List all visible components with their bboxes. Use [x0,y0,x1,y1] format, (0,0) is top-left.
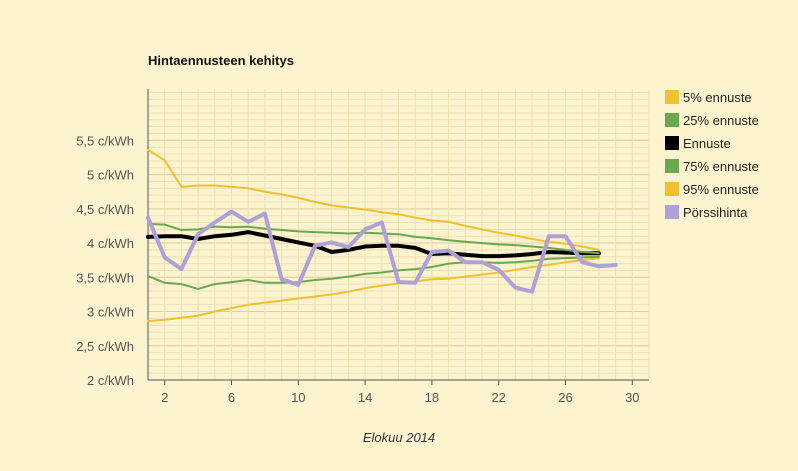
x-tick-label: 10 [291,390,305,405]
x-tick-label: 14 [358,390,372,405]
legend-label: Ennuste [683,136,731,151]
series-line-4 [147,148,600,251]
y-axis-ticks: 2 c/kWh 2,5 c/kWh 3 c/kWh 3,5 c/kWh 4 c/kWh 4… [76,133,134,388]
x-axis-ticks: 2 6 10 14 18 22 26 30 [161,380,640,405]
y-tick-label: 5,5 c/kWh [76,133,134,148]
y-tick-label: 4 c/kWh [87,236,134,251]
legend-label: 95% ennuste [683,182,759,197]
x-tick-label: 18 [425,390,439,405]
y-tick-label: 3 c/kWh [87,305,134,320]
x-tick-label: 2 [161,390,168,405]
y-tick-label: 2,5 c/kWh [76,339,134,354]
legend-label: 25% ennuste [683,113,759,128]
legend-swatch [665,113,679,127]
legend-label: 75% ennuste [683,159,759,174]
x-tick-label: 6 [228,390,235,405]
series-line-3 [147,222,600,255]
series-line-0 [147,257,600,323]
legend-swatch [665,159,679,173]
series-line-5 [146,209,618,294]
y-tick-label: 3,5 c/kWh [76,270,134,285]
x-tick-label: 26 [558,390,572,405]
y-tick-label: 4,5 c/kWh [76,202,134,217]
series-lines [146,148,618,323]
series-line-1 [147,255,600,290]
legend-label: 5% ennuste [683,90,752,105]
series-line-2 [146,230,601,259]
x-axis-label: Elokuu 2014 [363,430,435,445]
legend: 5% ennuste 25% ennuste Ennuste 75% ennuste 9… [665,90,759,220]
y-tick-label: 5 c/kWh [87,168,134,183]
x-tick-label: 22 [491,390,505,405]
legend-swatch [665,90,679,104]
chart-title: Hintaennusteen kehitys [148,53,294,68]
legend-label: Pörssihinta [683,205,748,220]
x-tick-label: 30 [625,390,639,405]
legend-swatch [665,182,679,196]
legend-swatch [665,136,679,150]
y-tick-label: 2 c/kWh [87,373,134,388]
legend-swatch [665,205,679,219]
